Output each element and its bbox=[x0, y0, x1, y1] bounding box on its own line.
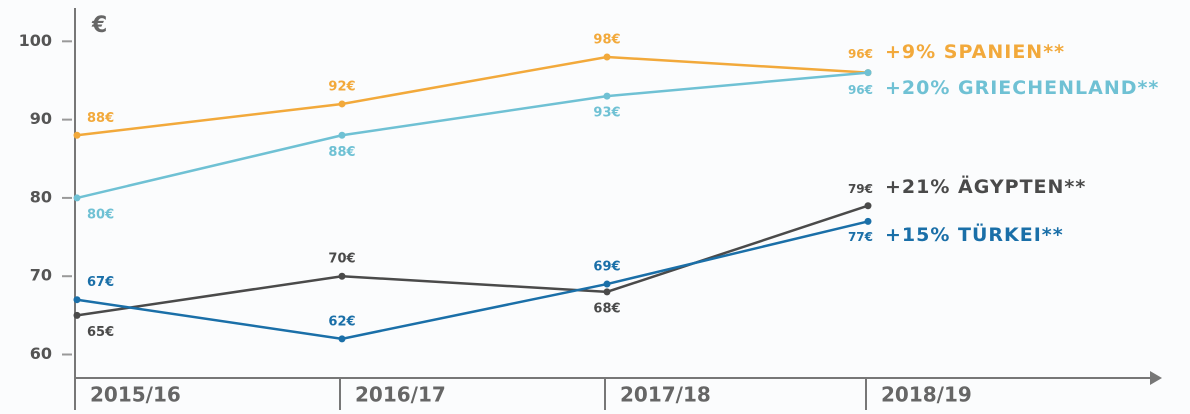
value-label: 96€ bbox=[848, 83, 873, 97]
point bbox=[603, 280, 611, 288]
x-tick-label: 2016/17 bbox=[355, 383, 446, 407]
point bbox=[73, 131, 81, 139]
point bbox=[864, 217, 872, 225]
point bbox=[603, 288, 611, 296]
value-label: 88€ bbox=[328, 145, 355, 160]
legend-label: +21% ÄGYPTEN** bbox=[885, 174, 1086, 198]
value-label: 69€ bbox=[593, 260, 620, 275]
value-label: 65€ bbox=[87, 325, 114, 340]
series-line bbox=[76, 220, 869, 341]
y-tick-label: 100 bbox=[19, 31, 52, 50]
value-label: 98€ bbox=[593, 32, 620, 47]
value-label: 62€ bbox=[328, 314, 355, 329]
point bbox=[73, 296, 81, 304]
point bbox=[864, 69, 872, 77]
value-label: 96€ bbox=[848, 47, 873, 61]
y-tick-label: 90 bbox=[30, 109, 52, 128]
value-label: 68€ bbox=[593, 301, 620, 316]
point bbox=[338, 100, 346, 108]
point bbox=[864, 202, 872, 210]
value-label: 92€ bbox=[328, 79, 355, 94]
point bbox=[338, 272, 346, 280]
point bbox=[338, 335, 346, 343]
series-line bbox=[76, 71, 869, 200]
value-label: 80€ bbox=[87, 207, 114, 222]
legend-label: +15% TÜRKEI** bbox=[885, 222, 1064, 246]
value-label: 93€ bbox=[593, 106, 620, 121]
point bbox=[73, 311, 81, 319]
point bbox=[338, 131, 346, 139]
series-line bbox=[76, 204, 869, 317]
x-tick-label: 2015/16 bbox=[90, 383, 181, 407]
series-line bbox=[76, 55, 869, 137]
x-tick-label: 2017/18 bbox=[620, 383, 711, 407]
y-tick-label: 60 bbox=[30, 344, 52, 363]
x-tick-label: 2018/19 bbox=[881, 383, 972, 407]
legend-label: +20% GRIECHENLAND** bbox=[885, 77, 1159, 99]
point bbox=[73, 194, 81, 202]
y-unit: € bbox=[91, 13, 107, 38]
value-label: 67€ bbox=[87, 275, 114, 290]
point bbox=[603, 53, 611, 61]
value-label: 79€ bbox=[848, 182, 873, 196]
value-label: 77€ bbox=[848, 230, 873, 244]
y-tick-label: 80 bbox=[30, 187, 52, 206]
legend-label: +9% SPANIEN** bbox=[885, 41, 1065, 63]
point bbox=[603, 92, 611, 100]
axis-arrow bbox=[1150, 371, 1162, 385]
y-tick-label: 70 bbox=[30, 266, 52, 285]
value-label: 70€ bbox=[328, 252, 355, 267]
value-label: 88€ bbox=[87, 111, 114, 126]
